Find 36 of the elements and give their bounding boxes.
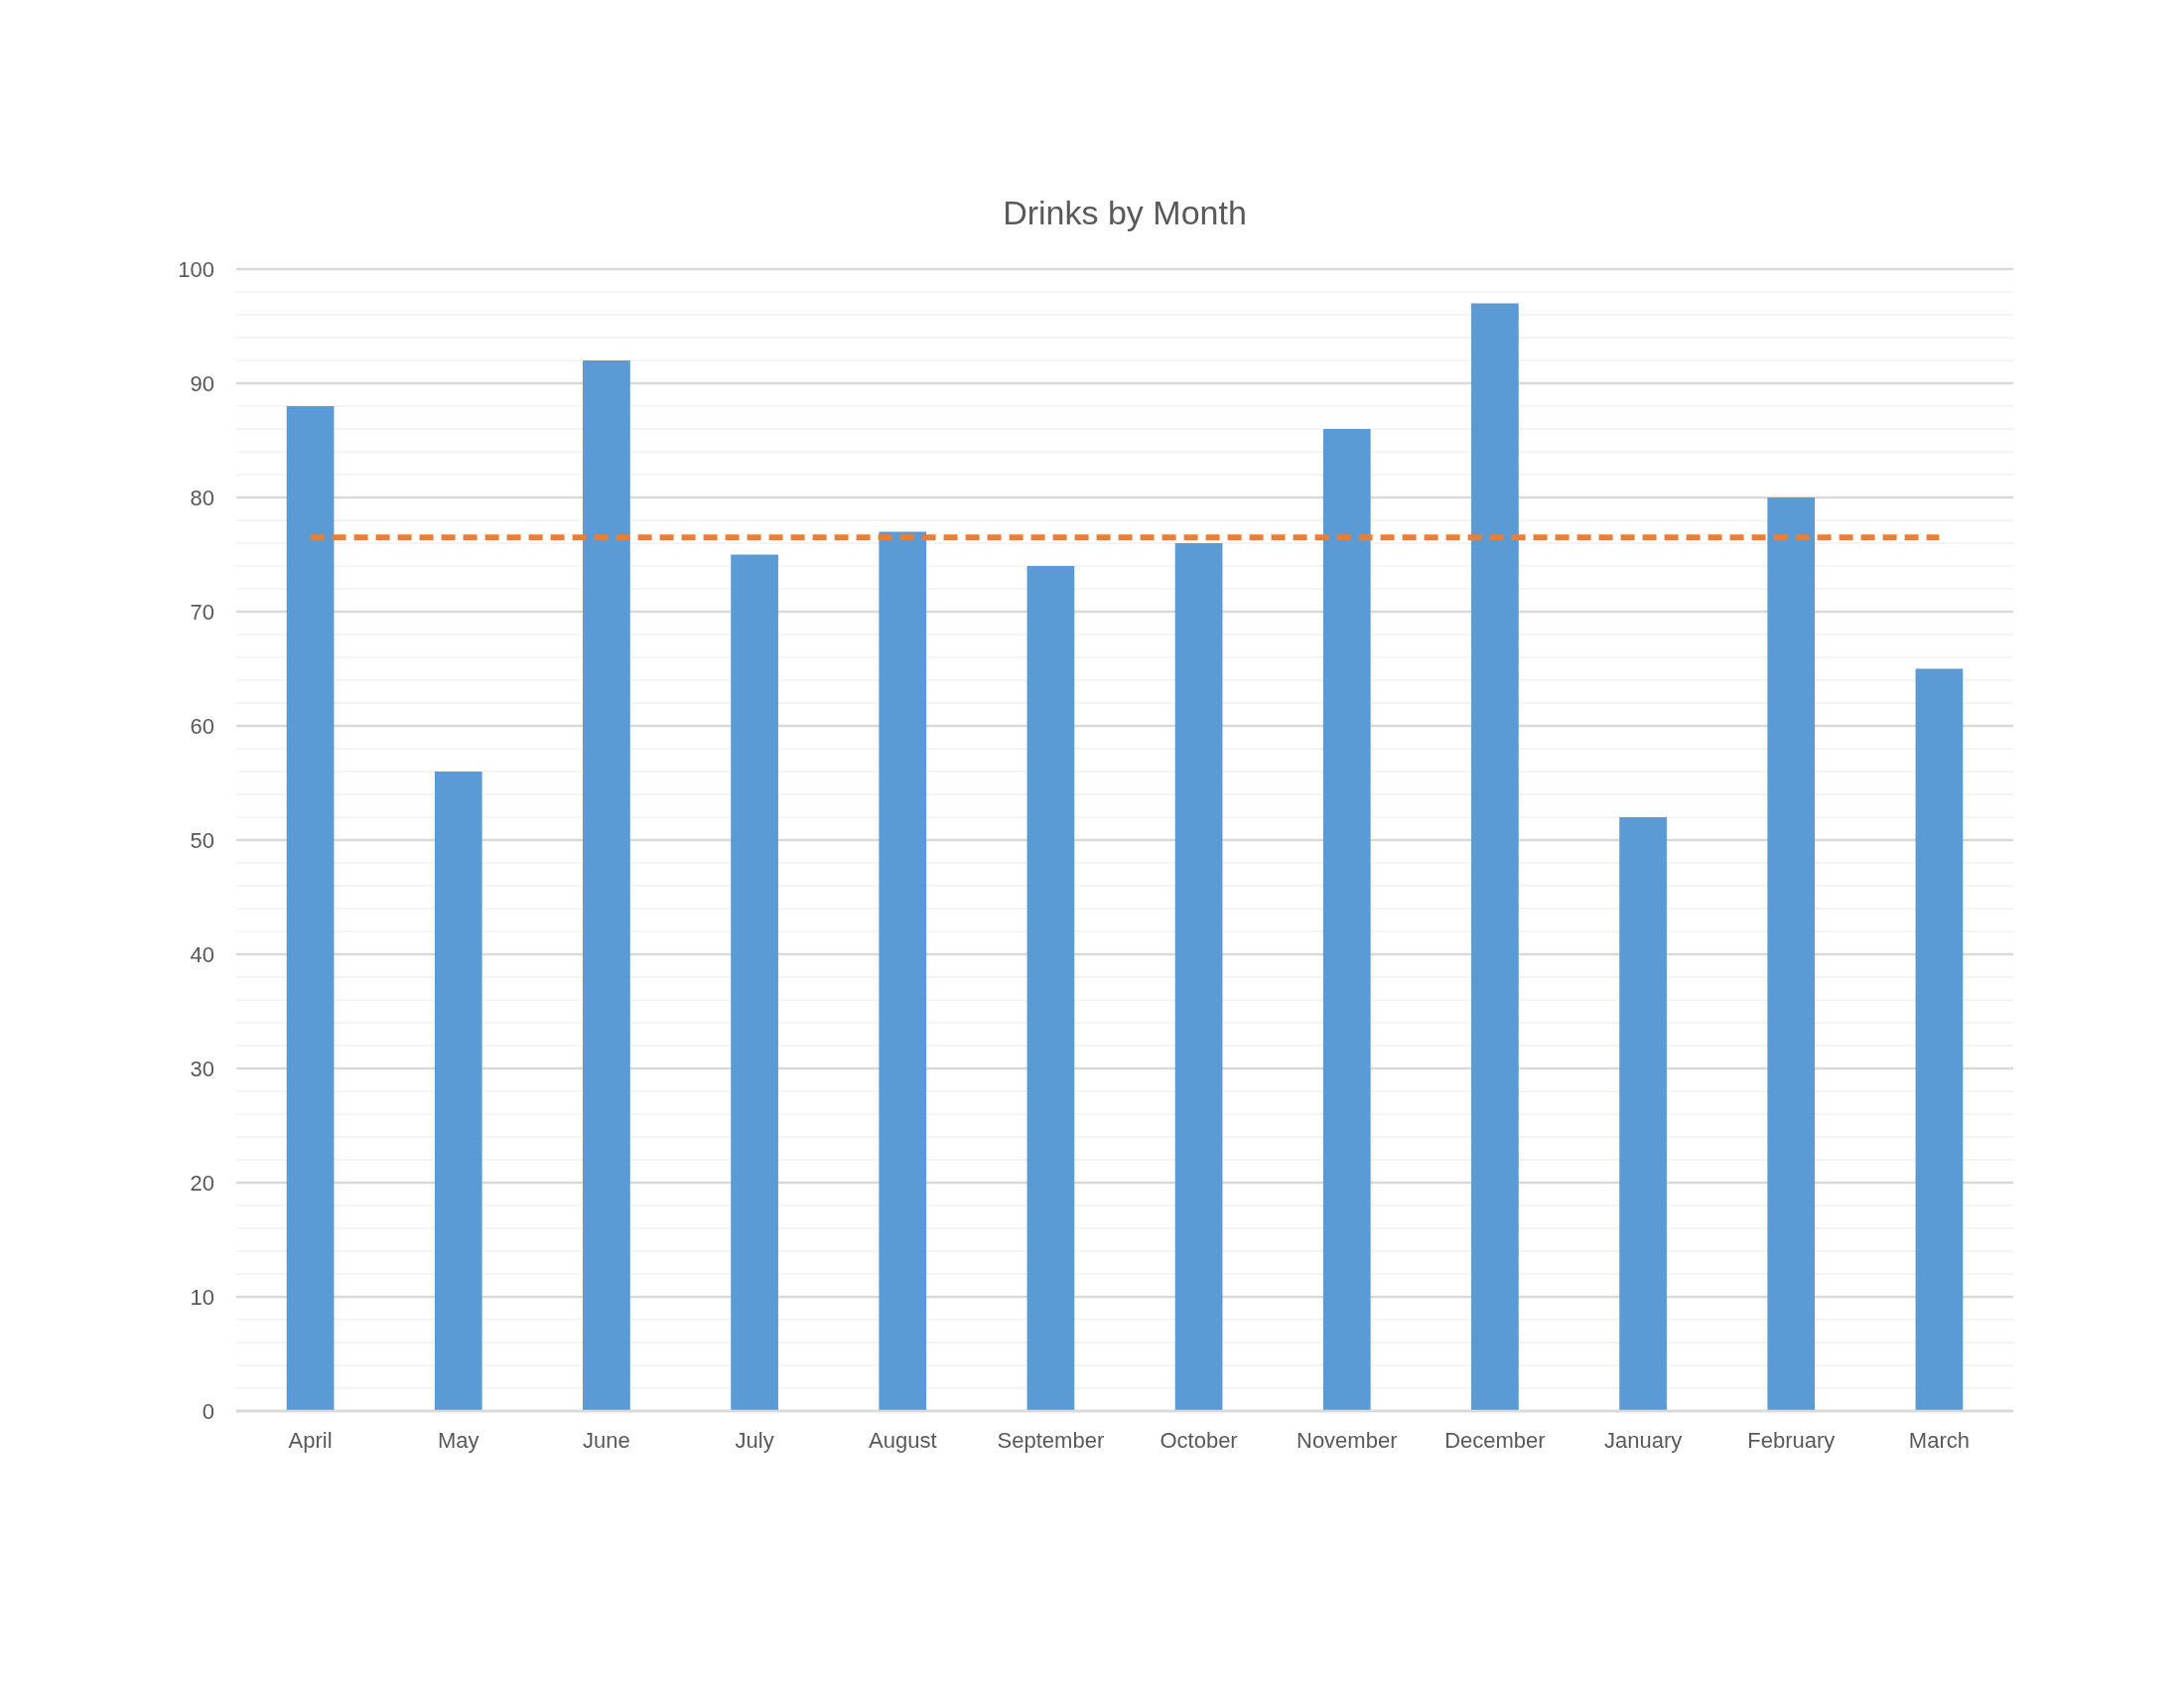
y-tick-label: 60 — [190, 713, 214, 739]
y-tick-label: 90 — [190, 370, 214, 396]
bar — [583, 360, 630, 1411]
bar — [1471, 303, 1519, 1411]
x-tick-label: May — [437, 1428, 479, 1453]
x-tick-label: July — [735, 1428, 774, 1453]
bar — [1026, 566, 1075, 1411]
y-tick-label: 100 — [178, 256, 214, 282]
bar — [1915, 668, 1964, 1411]
x-tick-label: December — [1444, 1428, 1546, 1453]
y-tick-label: 70 — [190, 599, 214, 625]
x-tick-label: August — [869, 1428, 937, 1453]
bar — [1767, 497, 1816, 1411]
bar — [286, 406, 335, 1411]
bar — [1174, 543, 1223, 1411]
y-tick-label: 30 — [190, 1056, 214, 1081]
y-tick-label: 10 — [190, 1284, 214, 1310]
y-tick-label: 80 — [190, 485, 214, 510]
y-tick-label: 0 — [202, 1398, 214, 1424]
x-tick-label: October — [1160, 1428, 1238, 1453]
bar — [434, 772, 482, 1411]
x-tick-label: September — [997, 1428, 1105, 1453]
bar — [1322, 429, 1371, 1411]
y-tick-label: 40 — [190, 941, 214, 967]
bar — [879, 531, 927, 1411]
bar — [731, 554, 778, 1411]
x-tick-label: January — [1603, 1428, 1683, 1453]
chart-title: Drinks by Month — [1003, 194, 1247, 231]
x-tick-label: November — [1297, 1428, 1398, 1453]
bar — [1619, 817, 1667, 1411]
y-tick-label: 20 — [190, 1170, 214, 1196]
x-tick-label: April — [288, 1428, 333, 1453]
x-tick-label: June — [583, 1428, 630, 1453]
x-tick-label: March — [1908, 1428, 1970, 1453]
x-tick-label: February — [1747, 1428, 1836, 1453]
y-tick-label: 50 — [190, 827, 214, 853]
